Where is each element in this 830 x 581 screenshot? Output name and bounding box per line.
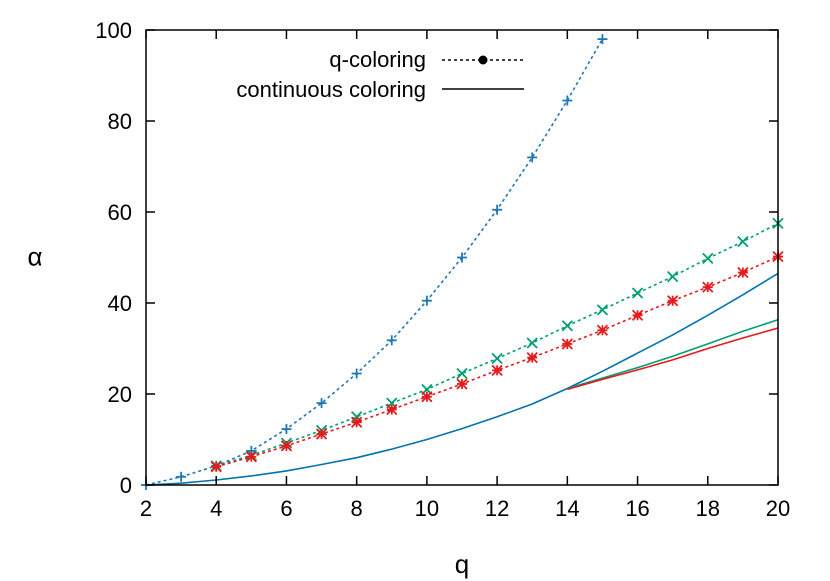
legend-label-continuous-coloring: continuous coloring bbox=[236, 77, 426, 102]
y-tick-label: 40 bbox=[108, 291, 132, 316]
data-point bbox=[281, 424, 292, 435]
series-2 bbox=[210, 250, 784, 473]
data-point bbox=[351, 368, 362, 379]
data-point bbox=[421, 295, 432, 306]
x-tick-label: 18 bbox=[696, 496, 720, 521]
series-line bbox=[215, 222, 778, 467]
series-line bbox=[146, 272, 778, 485]
data-point bbox=[315, 428, 328, 440]
data-point bbox=[491, 352, 503, 365]
data-point bbox=[737, 266, 749, 279]
x-axis-label: q bbox=[455, 549, 469, 579]
data-point bbox=[667, 270, 679, 283]
y-tick-label: 80 bbox=[108, 109, 132, 134]
data-point bbox=[456, 378, 468, 390]
series-line bbox=[215, 255, 778, 468]
data-point bbox=[492, 204, 503, 215]
y-axis-label: α bbox=[27, 242, 42, 272]
x-tick-label: 4 bbox=[210, 496, 222, 521]
data-point bbox=[176, 471, 187, 482]
series-layer bbox=[141, 34, 784, 490]
legend-background bbox=[158, 40, 530, 106]
data-point bbox=[702, 281, 714, 293]
data-point bbox=[631, 309, 644, 321]
series-line bbox=[567, 319, 778, 390]
data-point bbox=[631, 287, 644, 299]
data-point bbox=[702, 252, 714, 265]
y-tick-label: 60 bbox=[108, 200, 132, 225]
plot-frame bbox=[145, 29, 779, 486]
data-point bbox=[561, 320, 573, 332]
series-line bbox=[567, 327, 778, 391]
data-point bbox=[351, 416, 363, 428]
data-point bbox=[386, 403, 398, 416]
data-point bbox=[457, 252, 467, 263]
data-point bbox=[526, 351, 538, 364]
x-tick-label: 6 bbox=[280, 496, 292, 521]
series-1 bbox=[210, 217, 784, 472]
ticks-layer: 2 4 6 8 10 12 14 16 18 20 0 20 40 60 80 100 bbox=[95, 18, 790, 521]
x-tick-label: 2 bbox=[140, 496, 152, 521]
data-point bbox=[737, 235, 749, 248]
data-point bbox=[280, 440, 293, 452]
x-tick-label: 8 bbox=[351, 496, 363, 521]
data-point bbox=[596, 304, 609, 316]
data-point bbox=[596, 324, 609, 336]
legend-label-q-coloring: q-coloring bbox=[329, 47, 426, 72]
series-4 bbox=[567, 319, 778, 390]
legend: q-coloring continuous coloring bbox=[158, 40, 530, 106]
data-point bbox=[491, 364, 503, 376]
data-point bbox=[245, 451, 257, 463]
y-tick-label: 20 bbox=[108, 382, 132, 407]
data-point bbox=[527, 152, 538, 163]
x-tick-label: 20 bbox=[766, 496, 790, 521]
x-tick-label: 16 bbox=[625, 496, 649, 521]
data-point bbox=[667, 295, 679, 307]
data-point bbox=[526, 337, 538, 349]
y-tick-label: 100 bbox=[95, 18, 132, 43]
x-tick-label: 10 bbox=[415, 496, 439, 521]
legend-marker-q-coloring bbox=[478, 55, 488, 65]
y-tick-label: 0 bbox=[120, 473, 132, 498]
data-point bbox=[456, 367, 468, 380]
x-tick-label: 14 bbox=[555, 496, 579, 521]
x-tick-label: 12 bbox=[485, 496, 509, 521]
series-5 bbox=[567, 327, 778, 391]
data-point bbox=[561, 338, 573, 350]
data-point bbox=[421, 391, 433, 403]
data-point bbox=[597, 34, 608, 45]
data-point bbox=[316, 398, 327, 409]
series-3 bbox=[146, 272, 778, 485]
data-point bbox=[386, 335, 397, 346]
data-point bbox=[562, 95, 573, 106]
data-point bbox=[210, 461, 222, 473]
